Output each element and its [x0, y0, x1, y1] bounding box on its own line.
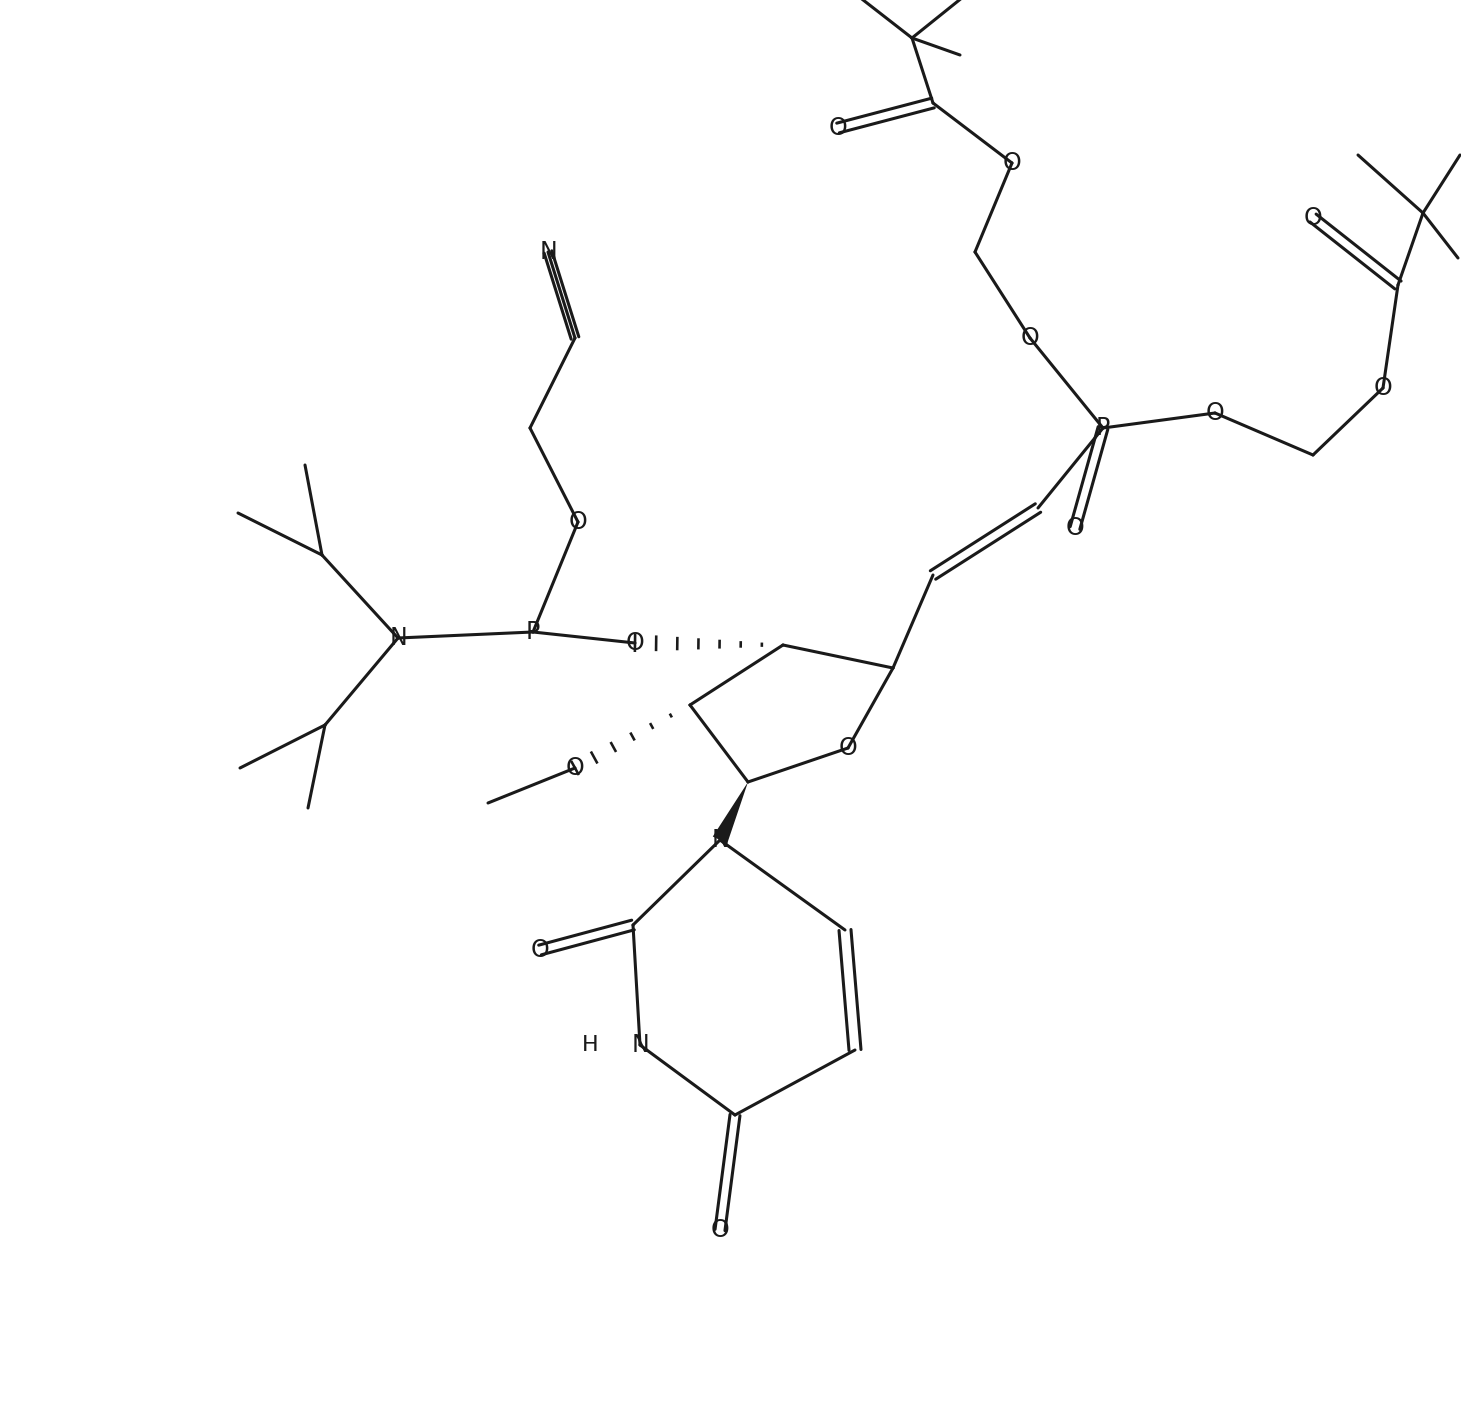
Text: O: O [828, 117, 847, 141]
Text: P: P [1096, 416, 1110, 440]
Text: O: O [1373, 375, 1392, 399]
Polygon shape [713, 782, 748, 844]
Text: O: O [568, 510, 587, 534]
Text: O: O [1065, 516, 1084, 540]
Text: N: N [389, 626, 406, 650]
Text: O: O [530, 938, 549, 962]
Text: O: O [565, 756, 584, 780]
Text: O: O [1205, 401, 1224, 425]
Text: O: O [1303, 207, 1322, 231]
Text: O: O [1002, 150, 1021, 174]
Text: P: P [526, 620, 541, 644]
Text: O: O [625, 631, 644, 655]
Text: O: O [710, 1218, 729, 1241]
Text: N: N [712, 828, 729, 852]
Text: H: H [581, 1035, 598, 1054]
Text: O: O [1021, 326, 1039, 350]
Text: N: N [539, 240, 557, 264]
Text: O: O [839, 735, 858, 761]
Text: N: N [631, 1033, 649, 1057]
